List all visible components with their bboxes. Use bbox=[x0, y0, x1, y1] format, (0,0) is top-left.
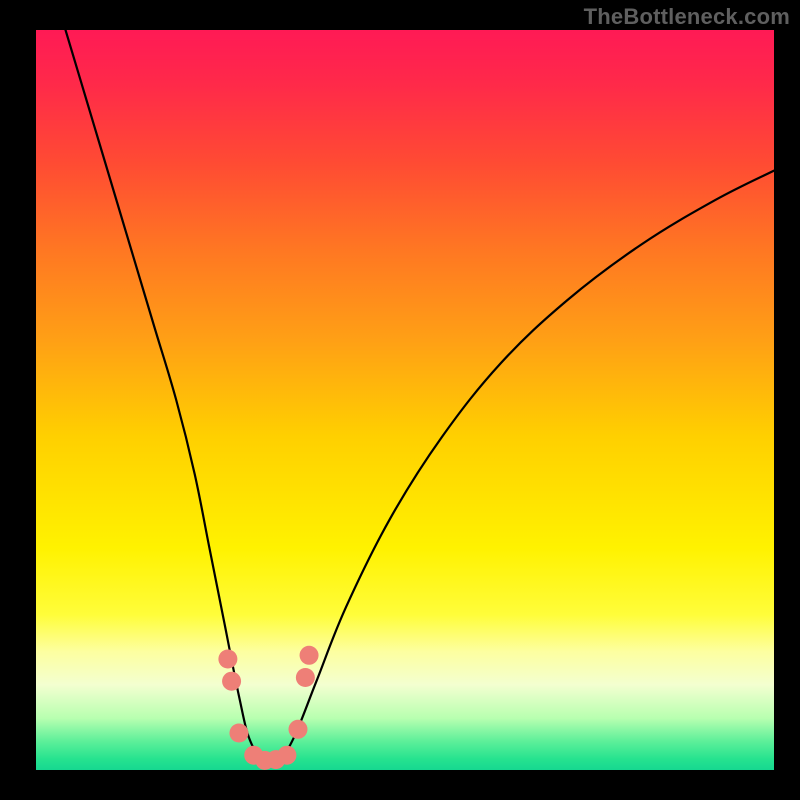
data-marker bbox=[296, 668, 315, 687]
chart-container: TheBottleneck.com bbox=[0, 0, 800, 800]
data-marker bbox=[218, 650, 237, 669]
gradient-background bbox=[36, 30, 774, 770]
data-marker bbox=[222, 672, 241, 691]
plot-area bbox=[36, 30, 774, 770]
data-marker bbox=[277, 746, 296, 765]
data-marker bbox=[229, 724, 248, 743]
data-marker bbox=[300, 646, 319, 665]
data-marker bbox=[288, 720, 307, 739]
chart-svg bbox=[36, 30, 774, 770]
watermark-text: TheBottleneck.com bbox=[584, 4, 790, 30]
